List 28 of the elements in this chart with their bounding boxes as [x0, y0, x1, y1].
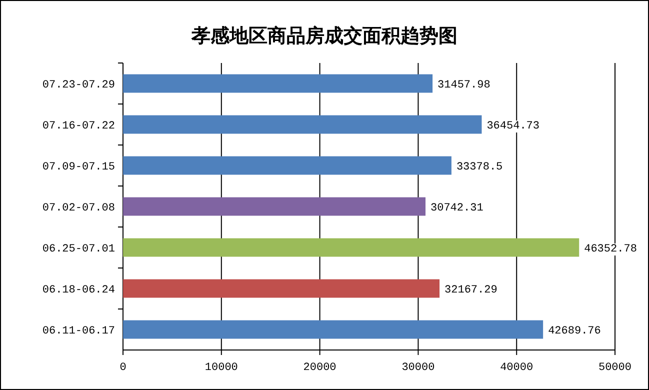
data-label: 31457.98 — [438, 80, 490, 92]
data-label: 30742.31 — [430, 202, 484, 214]
y-tick-label: 07.02-07.08 — [42, 202, 115, 214]
y-tick-label: 07.23-07.29 — [42, 80, 115, 92]
x-tick-label: 20000 — [303, 362, 336, 374]
bar — [123, 115, 482, 134]
y-tick-label: 07.09-07.15 — [42, 162, 115, 174]
chart-title: 孝感地区商品房成交面积趋势图 — [190, 25, 458, 47]
bar — [123, 197, 426, 216]
x-tick-label: 40000 — [500, 362, 534, 374]
y-tick-label: 06.11-06.17 — [42, 326, 115, 338]
bar — [123, 238, 580, 257]
data-label: 36454.73 — [486, 120, 540, 132]
y-tick-label: 06.25-07.01 — [42, 244, 116, 256]
x-tick-label: 50000 — [598, 362, 632, 374]
x-tick-label: 0 — [120, 362, 126, 374]
data-label: 42689.76 — [548, 326, 601, 338]
bar — [123, 74, 433, 93]
y-tick-label: 07.16-07.22 — [42, 120, 115, 132]
bar — [123, 320, 544, 339]
x-tick-label: 30000 — [402, 362, 435, 374]
bar — [123, 156, 452, 175]
x-tick-label: 10000 — [204, 362, 238, 374]
y-tick-label: 06.18-06.24 — [42, 284, 116, 296]
data-label: 33378.5 — [456, 162, 503, 174]
data-label: 32167.29 — [444, 284, 498, 296]
data-label: 46352.78 — [584, 244, 637, 256]
bar — [123, 279, 440, 298]
